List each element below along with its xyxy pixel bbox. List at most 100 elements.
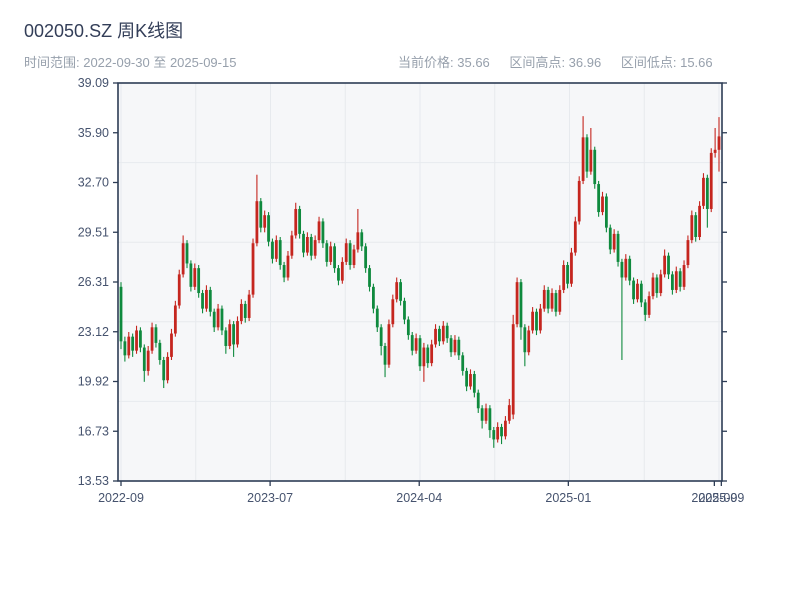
x-tick-label: 2023-07 — [247, 491, 293, 505]
candle-down — [535, 311, 538, 331]
candle-up — [577, 180, 581, 222]
candle-up — [507, 405, 511, 421]
candle-down — [705, 177, 709, 209]
y-tick-label: 26.31 — [78, 275, 109, 289]
candle-up — [690, 215, 694, 241]
candle-down — [667, 255, 670, 275]
candle-down — [142, 347, 146, 371]
candle-up — [674, 271, 678, 290]
candle-up — [601, 196, 604, 213]
candle-down — [375, 308, 379, 328]
candle-down — [597, 184, 601, 213]
candle-up — [538, 308, 542, 331]
candle-down — [298, 208, 302, 234]
candle-down — [154, 327, 158, 343]
candle-down — [321, 221, 325, 244]
candle-down — [426, 347, 430, 364]
candle-down — [616, 233, 620, 262]
candle-up — [484, 408, 488, 421]
candle-down — [632, 280, 635, 300]
candle-down — [243, 303, 247, 318]
y-tick-label: 19.92 — [78, 375, 109, 389]
candle-up — [504, 420, 507, 437]
candle-up — [709, 152, 713, 209]
stat-range-high-value: 36.96 — [568, 55, 602, 70]
candle-up — [511, 324, 515, 415]
candle-up — [581, 137, 585, 181]
candle-down — [608, 227, 612, 250]
candle-up — [263, 215, 267, 228]
candle-up — [441, 325, 445, 342]
candle-up — [177, 274, 181, 306]
candle-down — [465, 370, 468, 387]
candle-down — [139, 330, 142, 348]
y-tick-label: 39.09 — [78, 76, 109, 90]
candle-up — [659, 274, 663, 294]
candle-up — [527, 330, 531, 353]
candle-down — [643, 302, 647, 315]
candle-up — [181, 243, 185, 275]
stats-row: 当前价格35.66 区间高点36.96 区间低点15.66 — [398, 52, 729, 71]
candle-down — [410, 335, 414, 351]
candle-up — [430, 344, 434, 364]
candle-down — [337, 268, 340, 281]
y-tick-label: 23.12 — [78, 325, 109, 339]
stat-current-price-label: 当前价格 — [398, 55, 457, 70]
candle-up — [453, 339, 457, 353]
candle-up — [356, 232, 360, 250]
candle-up — [562, 265, 566, 290]
candle-down — [461, 355, 465, 371]
y-tick-label: 32.70 — [78, 176, 109, 190]
candle-down — [220, 308, 224, 331]
candle-down — [201, 293, 204, 309]
candle-up — [717, 136, 721, 150]
candle-down — [418, 338, 422, 367]
stat-range-low-value: 15.66 — [680, 55, 713, 70]
candle-down — [162, 360, 166, 381]
candle-down — [197, 268, 201, 294]
candle-up — [344, 243, 348, 262]
x-tick-label: 2025-09 — [691, 491, 737, 505]
candle-down — [403, 300, 406, 320]
candle-down — [554, 293, 558, 312]
candle-up — [305, 236, 309, 253]
x-tick-label: 2025-01 — [545, 491, 591, 505]
candle-up — [286, 255, 290, 278]
candle-down — [604, 196, 608, 228]
candle-up — [135, 330, 138, 351]
candle-down — [278, 240, 282, 266]
candle-down — [655, 277, 659, 294]
candle-down — [438, 328, 441, 342]
candle-up — [570, 252, 573, 284]
candle-up — [624, 258, 628, 278]
candle-down — [267, 215, 270, 242]
candle-down — [488, 408, 492, 431]
candle-down — [212, 311, 216, 328]
stat-current-price-value: 35.66 — [457, 55, 490, 70]
candle-up — [290, 235, 294, 256]
candle-up — [651, 277, 655, 297]
candle-down — [566, 265, 569, 284]
candle-down — [360, 232, 364, 247]
candle-up — [255, 201, 259, 244]
candle-up — [173, 305, 177, 334]
candle-down — [500, 426, 503, 437]
candle-down — [123, 341, 127, 356]
candle-up — [239, 303, 243, 322]
candle-down — [208, 289, 212, 312]
candle-up — [422, 347, 426, 367]
candle-up — [531, 311, 535, 331]
candle-down — [694, 215, 698, 237]
candle-down — [476, 392, 480, 409]
candle-up — [434, 328, 437, 345]
candle-down — [406, 319, 410, 336]
candle-down — [546, 289, 550, 309]
candle-down — [364, 246, 368, 269]
candle-down — [379, 327, 383, 346]
candle-down — [131, 336, 135, 351]
x-tick-label: 2024-04 — [396, 491, 442, 505]
candle-up — [236, 321, 239, 345]
candle-up — [647, 296, 651, 315]
candle-down — [368, 268, 371, 287]
